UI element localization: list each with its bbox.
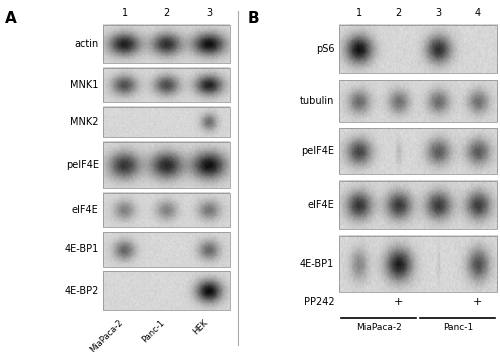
- Text: 2: 2: [396, 8, 402, 18]
- Text: PP242: PP242: [304, 297, 334, 307]
- Text: 3: 3: [206, 8, 212, 18]
- Bar: [104, 232, 230, 266]
- Text: eIF4E: eIF4E: [72, 205, 99, 215]
- Text: Panc-1: Panc-1: [140, 318, 167, 344]
- Text: tubulin: tubulin: [300, 96, 334, 106]
- Bar: [104, 271, 230, 310]
- Text: HEK: HEK: [190, 318, 209, 337]
- Bar: [104, 25, 230, 63]
- Bar: [340, 128, 498, 174]
- Text: peIF4E: peIF4E: [66, 160, 98, 170]
- Bar: [104, 68, 230, 102]
- Text: 4E-BP1: 4E-BP1: [64, 245, 98, 254]
- Text: 2: 2: [164, 8, 170, 18]
- Text: 1: 1: [122, 8, 128, 18]
- Text: eIF4E: eIF4E: [308, 200, 334, 210]
- Text: +: +: [394, 297, 404, 307]
- Bar: [340, 236, 498, 292]
- Bar: [104, 142, 230, 188]
- Bar: [340, 181, 498, 230]
- Text: +: +: [473, 297, 482, 307]
- Text: pS6: pS6: [316, 44, 334, 54]
- Bar: [104, 193, 230, 227]
- Bar: [340, 25, 498, 73]
- Text: 3: 3: [435, 8, 441, 18]
- Text: MiaPaca-2: MiaPaca-2: [88, 318, 124, 352]
- Text: 4E-BP2: 4E-BP2: [64, 285, 98, 296]
- Bar: [340, 80, 498, 122]
- Text: actin: actin: [74, 39, 98, 49]
- Text: 4E-BP1: 4E-BP1: [300, 259, 334, 269]
- Bar: [104, 107, 230, 137]
- Text: A: A: [4, 11, 16, 26]
- Text: Panc-1: Panc-1: [443, 323, 473, 332]
- Text: 1: 1: [356, 8, 362, 18]
- Text: B: B: [248, 11, 259, 26]
- Text: MiaPaca-2: MiaPaca-2: [356, 323, 402, 332]
- Text: peIF4E: peIF4E: [301, 146, 334, 156]
- Text: MNK2: MNK2: [70, 117, 98, 127]
- Text: 4: 4: [474, 8, 481, 18]
- Text: MNK1: MNK1: [70, 80, 99, 90]
